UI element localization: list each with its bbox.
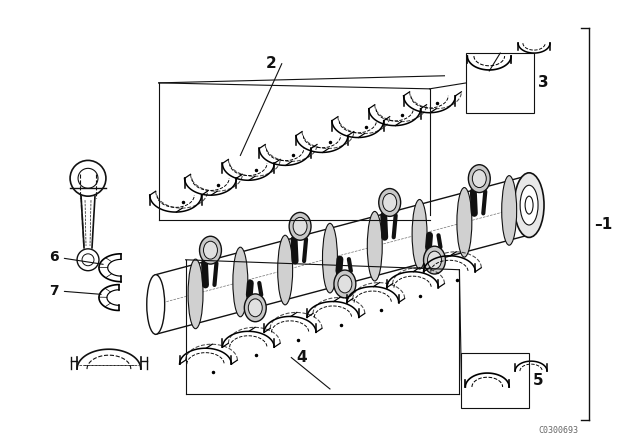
Ellipse shape [334, 270, 356, 298]
Ellipse shape [200, 236, 221, 264]
Ellipse shape [502, 176, 516, 245]
Ellipse shape [188, 259, 203, 329]
Text: C0300693: C0300693 [539, 426, 579, 435]
Ellipse shape [278, 235, 292, 305]
Text: –1: –1 [594, 216, 612, 232]
Bar [467, 53, 534, 113]
Text: 7: 7 [49, 284, 101, 297]
Text: 6: 6 [49, 250, 103, 264]
Ellipse shape [525, 196, 533, 214]
Ellipse shape [520, 185, 538, 225]
Ellipse shape [323, 224, 337, 293]
Ellipse shape [293, 217, 307, 235]
Ellipse shape [379, 189, 401, 216]
Bar [461, 353, 529, 408]
Text: 3: 3 [538, 75, 548, 90]
Ellipse shape [248, 299, 262, 317]
Ellipse shape [472, 170, 486, 188]
Ellipse shape [338, 275, 352, 293]
Ellipse shape [147, 275, 164, 334]
Ellipse shape [289, 212, 311, 240]
Ellipse shape [244, 294, 266, 322]
Text: 4: 4 [296, 350, 307, 365]
Ellipse shape [457, 188, 472, 257]
Ellipse shape [424, 246, 445, 274]
Ellipse shape [468, 165, 490, 193]
Ellipse shape [412, 199, 427, 269]
Ellipse shape [383, 194, 397, 211]
Ellipse shape [428, 251, 442, 269]
Ellipse shape [367, 211, 382, 281]
Ellipse shape [204, 241, 218, 259]
Ellipse shape [514, 173, 544, 237]
Text: 2: 2 [266, 56, 276, 71]
Ellipse shape [233, 247, 248, 317]
Text: 5: 5 [533, 373, 544, 388]
